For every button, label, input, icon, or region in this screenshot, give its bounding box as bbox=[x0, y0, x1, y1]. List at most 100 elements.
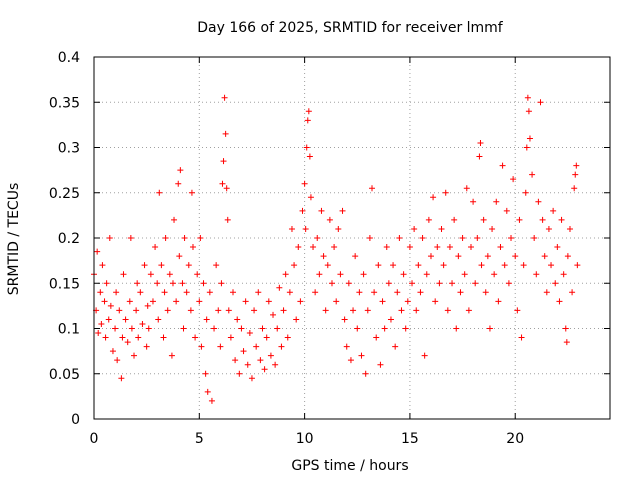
data-point bbox=[139, 320, 146, 327]
data-point bbox=[480, 216, 487, 223]
data-point bbox=[529, 171, 536, 178]
data-point bbox=[314, 235, 321, 241]
data-point bbox=[215, 307, 222, 314]
data-point bbox=[385, 280, 392, 287]
data-point bbox=[134, 280, 141, 287]
data-point bbox=[109, 348, 116, 355]
data-point bbox=[194, 271, 201, 278]
data-point bbox=[324, 262, 331, 269]
data-point bbox=[180, 325, 187, 332]
data-point bbox=[383, 244, 390, 251]
data-point bbox=[94, 248, 101, 255]
data-point bbox=[345, 280, 352, 287]
data-point bbox=[120, 271, 127, 278]
data-point bbox=[369, 185, 376, 192]
data-point bbox=[341, 316, 348, 323]
data-point bbox=[489, 225, 496, 232]
data-point bbox=[176, 253, 183, 260]
data-point bbox=[451, 216, 458, 223]
data-point bbox=[106, 235, 113, 241]
data-point bbox=[261, 366, 268, 373]
data-point bbox=[571, 185, 578, 192]
data-point bbox=[219, 180, 226, 187]
data-point bbox=[242, 298, 249, 305]
data-point bbox=[272, 361, 279, 368]
data-point bbox=[103, 280, 110, 287]
data-point bbox=[255, 289, 262, 296]
data-point bbox=[251, 307, 258, 314]
data-point bbox=[118, 375, 125, 382]
data-point bbox=[432, 298, 439, 305]
data-point bbox=[280, 307, 287, 314]
data-point bbox=[221, 94, 228, 101]
data-point bbox=[179, 280, 186, 287]
data-point bbox=[137, 289, 144, 296]
data-point bbox=[564, 253, 571, 260]
data-point bbox=[337, 271, 344, 278]
data-point bbox=[97, 289, 104, 296]
data-point bbox=[185, 262, 192, 269]
data-point bbox=[552, 280, 559, 287]
data-point bbox=[149, 298, 156, 305]
data-point bbox=[406, 244, 413, 251]
data-point bbox=[366, 235, 373, 241]
data-point bbox=[409, 280, 416, 287]
data-point bbox=[533, 271, 540, 278]
data-point bbox=[467, 244, 474, 251]
data-point bbox=[482, 289, 489, 296]
data-point bbox=[171, 216, 178, 223]
data-point bbox=[377, 361, 384, 368]
data-point bbox=[556, 298, 563, 305]
y-tick-label: 0 bbox=[71, 412, 80, 428]
data-point bbox=[455, 253, 462, 260]
data-point bbox=[417, 289, 424, 296]
data-point bbox=[541, 253, 548, 260]
data-point bbox=[203, 316, 210, 323]
data-point bbox=[114, 357, 121, 364]
data-point bbox=[147, 271, 154, 278]
data-point bbox=[267, 352, 274, 359]
data-point bbox=[145, 325, 152, 332]
data-point bbox=[144, 302, 151, 309]
data-point bbox=[187, 307, 194, 314]
data-point bbox=[354, 325, 361, 332]
data-point bbox=[510, 176, 517, 183]
data-point bbox=[497, 244, 504, 251]
data-point bbox=[265, 298, 272, 305]
data-point bbox=[558, 216, 565, 223]
data-point bbox=[394, 289, 401, 296]
data-point bbox=[457, 289, 464, 296]
data-point bbox=[387, 316, 394, 323]
data-point bbox=[297, 298, 304, 305]
data-point bbox=[523, 144, 530, 151]
data-point bbox=[196, 298, 203, 305]
data-point bbox=[436, 280, 443, 287]
data-point bbox=[301, 180, 308, 187]
data-point bbox=[113, 289, 120, 296]
data-point bbox=[438, 225, 445, 232]
data-point bbox=[550, 207, 557, 214]
data-point bbox=[503, 207, 510, 214]
data-point bbox=[246, 330, 253, 337]
data-point bbox=[278, 343, 285, 350]
data-point bbox=[415, 262, 422, 269]
data-point bbox=[444, 307, 451, 314]
data-point bbox=[493, 198, 500, 205]
data-point bbox=[206, 289, 213, 296]
data-point bbox=[398, 307, 405, 314]
data-point bbox=[128, 325, 135, 332]
y-axis-label: SRMTID / TECUs bbox=[6, 183, 22, 296]
data-point bbox=[126, 298, 133, 305]
data-point bbox=[127, 235, 134, 241]
data-point bbox=[427, 253, 434, 260]
data-point bbox=[307, 194, 314, 201]
x-tick-label: 10 bbox=[296, 431, 314, 447]
data-point bbox=[350, 307, 357, 314]
data-point bbox=[291, 262, 298, 269]
data-point bbox=[390, 262, 397, 269]
data-point bbox=[293, 316, 300, 323]
data-point bbox=[499, 162, 506, 169]
data-point bbox=[554, 244, 561, 251]
data-point bbox=[236, 370, 243, 377]
